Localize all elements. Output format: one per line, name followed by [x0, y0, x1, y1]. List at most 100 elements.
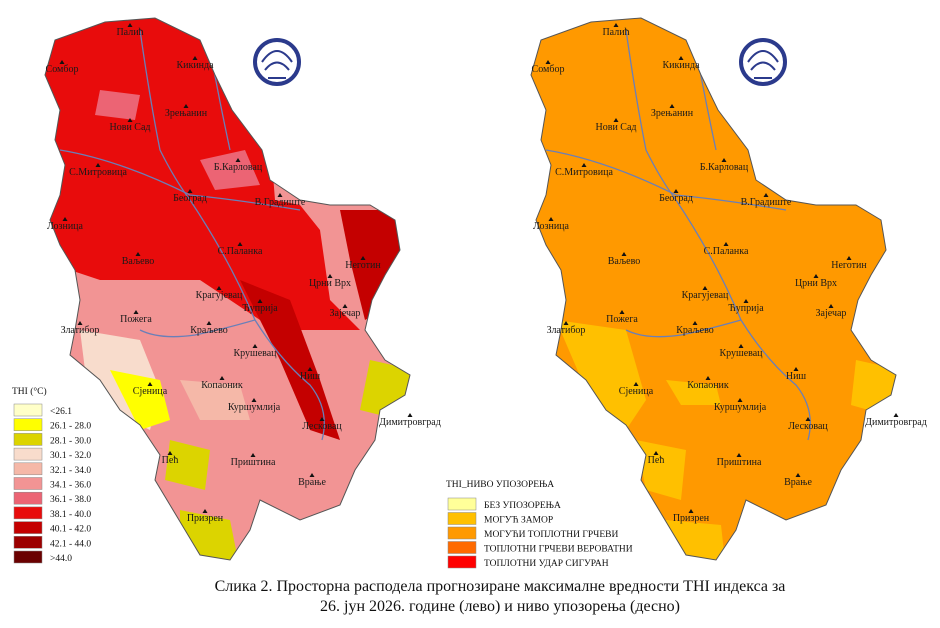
river [545, 149, 787, 211]
city-label: Крагујевац [682, 290, 729, 301]
region [666, 380, 721, 405]
city-label: Нови Сад [110, 122, 151, 133]
city-marker [251, 398, 257, 402]
city-marker [702, 286, 708, 290]
river [139, 29, 191, 201]
region [636, 440, 686, 500]
legend-swatch [13, 536, 43, 549]
region [556, 320, 646, 430]
city-marker [743, 299, 749, 303]
city-label: Кикинда [176, 60, 214, 71]
region [110, 370, 170, 430]
city-label: Врање [298, 477, 326, 488]
city-label: Лесковац [302, 421, 342, 432]
legend-label: МОГУЋ ЗАМОР [484, 516, 553, 526]
city-marker [187, 189, 193, 193]
legend-swatch [13, 447, 43, 461]
legend-label: МОГУЋИ ТОПЛОТНИ ГРЧЕВИ [484, 530, 618, 540]
legend-label: 36.1 - 38.0 [50, 495, 91, 505]
city-label: Копаоник [687, 380, 729, 391]
region [180, 380, 250, 420]
city-marker [619, 310, 625, 314]
legend-label: 38.1 - 40.0 [50, 510, 91, 520]
legend-label: 34.1 - 36.0 [50, 481, 91, 491]
city-marker [763, 193, 769, 197]
city-marker [257, 299, 263, 303]
border [530, 17, 897, 561]
city-marker [206, 321, 212, 325]
city-marker [723, 242, 729, 246]
city-marker [669, 104, 675, 108]
city-marker [828, 304, 834, 308]
city-marker [127, 118, 133, 122]
city-marker [893, 413, 899, 417]
city-marker [688, 509, 694, 513]
country-fill [531, 18, 896, 560]
city-label: Зрењанин [651, 108, 694, 119]
city-marker [545, 60, 551, 64]
city-label: Сјеница [133, 386, 168, 397]
city-marker [202, 509, 208, 513]
city-label: Куршумлија [714, 402, 767, 413]
city-label: Палић [602, 27, 629, 38]
city-marker [135, 252, 141, 256]
city-label: Зрењанин [165, 108, 208, 119]
legend-swatch [13, 418, 43, 431]
city-label: Копаоник [201, 380, 243, 391]
city-label: Приштина [231, 457, 276, 468]
city-label: Пожега [606, 314, 638, 325]
city-label: Врање [784, 477, 812, 488]
city-marker [721, 158, 727, 162]
legend-swatch [13, 550, 43, 564]
regions [545, 19, 896, 560]
logo [261, 50, 293, 79]
city-label: Београд [659, 193, 693, 204]
border [44, 17, 411, 561]
city-label: Краљево [190, 325, 227, 336]
region [165, 440, 210, 490]
city-marker [77, 321, 83, 325]
city-marker [219, 376, 225, 380]
legend-swatch [13, 403, 43, 417]
city-label: Ћуприја [242, 303, 278, 314]
city-label: Београд [173, 193, 207, 204]
river [59, 149, 301, 211]
region [666, 520, 726, 560]
city-marker [127, 23, 133, 27]
city-label: Златибор [61, 325, 100, 336]
city-label: Пећ [162, 455, 179, 466]
river [675, 199, 811, 441]
city-label: Зајечар [816, 308, 847, 319]
legend-label: 32.1 - 34.0 [50, 466, 91, 476]
city-label: Ваљево [608, 256, 640, 267]
legend-swatch [447, 512, 477, 525]
legend-label: 26.1 - 28.0 [50, 422, 91, 432]
city-label: В.Градиште [741, 197, 792, 208]
logo [253, 38, 301, 86]
city-marker [407, 413, 413, 417]
city-marker [250, 453, 256, 457]
river [625, 29, 677, 201]
city-label: Б.Карловац [700, 162, 749, 173]
city-label: Кикинда [662, 60, 700, 71]
city-label: Нови Сад [596, 122, 637, 133]
legend-label: <26.1 [50, 407, 72, 417]
legend-title: THI_НИВО УПОЗОРЕЊА [446, 480, 554, 490]
region [240, 280, 340, 440]
city-label: Лесковац [788, 421, 828, 432]
city-label: Неготин [345, 260, 381, 271]
warning-map [530, 17, 897, 561]
legend-swatch [13, 506, 43, 520]
city-marker [705, 376, 711, 380]
labels: Палић Палић Сомбор Сомбор Кикинда Кикинда Нови… [12, 23, 927, 615]
legend-swatch [13, 477, 43, 490]
city-marker [633, 382, 639, 386]
city-marker [307, 367, 313, 371]
city-marker [846, 256, 852, 260]
city-marker [309, 473, 315, 477]
city-marker [563, 321, 569, 325]
legend-label: 28.1 - 30.0 [50, 436, 91, 446]
city-marker [692, 321, 698, 325]
city-marker [319, 417, 325, 421]
city-marker [342, 304, 348, 308]
